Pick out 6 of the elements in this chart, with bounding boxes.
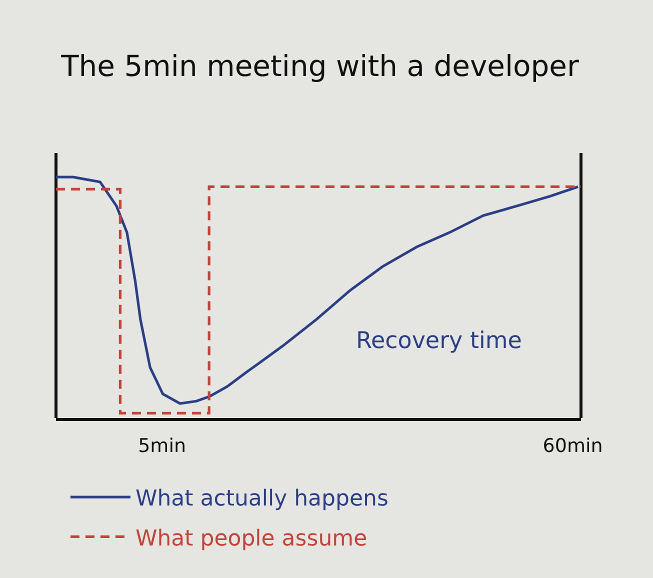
x-tick-label: 5min bbox=[138, 434, 186, 457]
annotation: Recovery time bbox=[356, 328, 522, 354]
x-tick-label: 60min bbox=[542, 434, 603, 457]
legend-label: What people assume bbox=[135, 526, 368, 552]
chart-title: The 5min meeting with a developer bbox=[60, 49, 579, 84]
legend-label: What actually happens bbox=[135, 486, 388, 512]
